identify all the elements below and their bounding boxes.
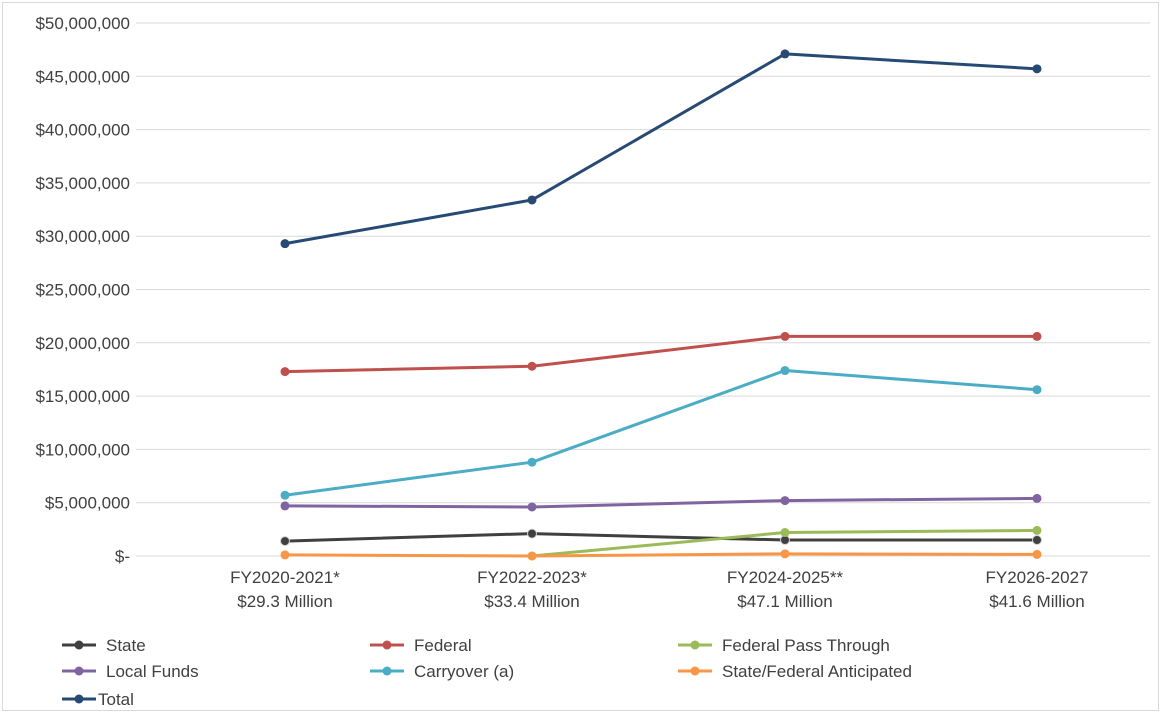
data-point	[1032, 493, 1042, 503]
series-line	[283, 496, 1039, 509]
data-point	[780, 366, 790, 376]
x-tick-label: $47.1 Million	[737, 592, 832, 611]
x-tick-label: FY2022-2023*	[477, 568, 587, 587]
data-point	[780, 331, 790, 341]
legend-marker	[382, 666, 392, 676]
y-tick-label: $-	[115, 547, 130, 566]
data-point	[527, 195, 537, 205]
y-tick-label: $15,000,000	[35, 387, 130, 406]
legend-marker	[74, 666, 84, 676]
legend-label: Carryover (a)	[414, 662, 514, 681]
y-tick-label: $40,000,000	[35, 121, 130, 140]
x-tick-label: FY2026-2027	[985, 568, 1088, 587]
x-tick-label: $41.6 Million	[989, 592, 1084, 611]
y-tick-label: $20,000,000	[35, 334, 130, 353]
legend-item: State	[62, 636, 146, 655]
legend-marker	[74, 640, 84, 650]
data-point	[280, 501, 290, 511]
data-point	[1032, 535, 1042, 546]
legend: State Federal Federal Pass Through Local Fu…	[62, 636, 912, 709]
legend-item: Local Funds	[62, 662, 199, 681]
legend-item: Carryover (a)	[370, 662, 514, 681]
data-point	[780, 549, 790, 559]
series-5	[280, 549, 1042, 561]
x-tick-label: FY2020-2021*	[230, 568, 340, 587]
legend-label: Total	[98, 690, 134, 709]
data-point	[1032, 385, 1042, 395]
x-tick-label: FY2024-2025**	[727, 568, 844, 587]
series-6	[280, 49, 1042, 249]
legend-item: Federal Pass Through	[678, 636, 890, 655]
x-tick-label: $33.4 Million	[484, 592, 579, 611]
data-point	[280, 536, 290, 547]
data-point	[1032, 549, 1042, 559]
legend-marker	[74, 694, 84, 704]
y-axis-tick-labels: $- $5,000,000 $10,000,000 $15,000,000 $20,00…	[35, 14, 130, 566]
legend-item: State/Federal Anticipated	[678, 662, 912, 681]
data-point	[527, 528, 537, 539]
legend-item: Federal	[370, 636, 472, 655]
y-tick-label: $25,000,000	[35, 281, 130, 300]
data-point	[527, 361, 537, 371]
series-0	[280, 528, 1042, 547]
series-line	[283, 52, 1039, 246]
data-point	[527, 457, 537, 467]
gridlines	[136, 22, 1150, 557]
x-axis-tick-labels: FY2020-2021* $29.3 Million FY2022-2023* $33…	[230, 568, 1088, 611]
series-line	[283, 334, 1039, 374]
data-point	[527, 502, 537, 512]
series-lines	[280, 49, 1042, 561]
data-point	[280, 550, 290, 560]
series-3	[280, 493, 1042, 512]
legend-label: Federal Pass Through	[722, 636, 890, 655]
data-point	[280, 490, 290, 500]
y-tick-label: $10,000,000	[35, 440, 130, 459]
series-line	[283, 369, 1039, 497]
x-tick-label: $29.3 Million	[237, 592, 332, 611]
data-point	[527, 551, 537, 561]
legend-label: State/Federal Anticipated	[722, 662, 912, 681]
legend-item: Total	[62, 690, 134, 709]
legend-label: Federal	[414, 636, 472, 655]
y-tick-label: $5,000,000	[45, 494, 130, 513]
legend-marker	[690, 666, 700, 676]
data-point	[780, 496, 790, 506]
data-point	[280, 239, 290, 249]
data-point	[780, 528, 790, 538]
data-point	[1032, 331, 1042, 341]
legend-marker	[382, 640, 392, 650]
series-line	[283, 532, 1039, 543]
data-point	[1032, 525, 1042, 535]
legend-label: Local Funds	[106, 662, 199, 681]
legend-label: State	[106, 636, 146, 655]
data-point	[780, 49, 790, 59]
legend-marker	[690, 640, 700, 650]
y-tick-label: $45,000,000	[35, 67, 130, 86]
y-tick-label: $35,000,000	[35, 174, 130, 193]
data-point	[1032, 64, 1042, 74]
series-1	[280, 331, 1042, 377]
series-line	[283, 552, 1039, 558]
series-4	[280, 366, 1042, 500]
y-tick-label: $30,000,000	[35, 227, 130, 246]
data-point	[280, 367, 290, 377]
y-tick-label: $50,000,000	[35, 14, 130, 33]
